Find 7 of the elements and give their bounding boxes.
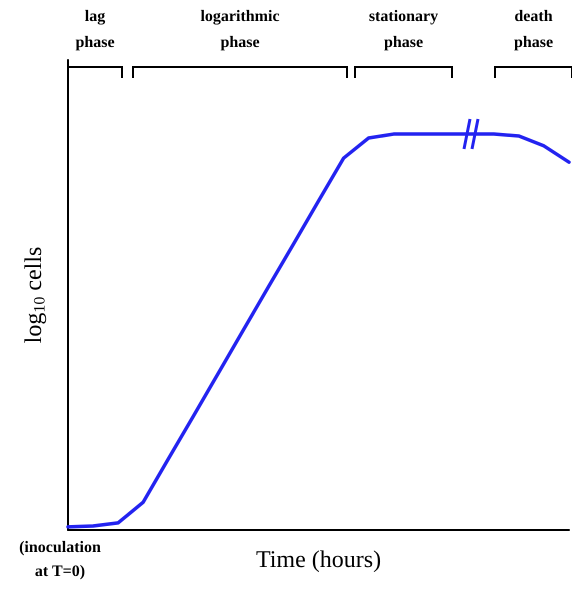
text: stationary phase [368,7,440,53]
x-axis-title: Time (hours) [256,547,382,573]
text: logarithmic phase [199,7,281,53]
text: lag phase [74,7,116,53]
text: (inoculation at T=0) [18,538,102,582]
text: death phase [512,7,554,53]
y-axis-title: log10 cells [21,246,48,344]
